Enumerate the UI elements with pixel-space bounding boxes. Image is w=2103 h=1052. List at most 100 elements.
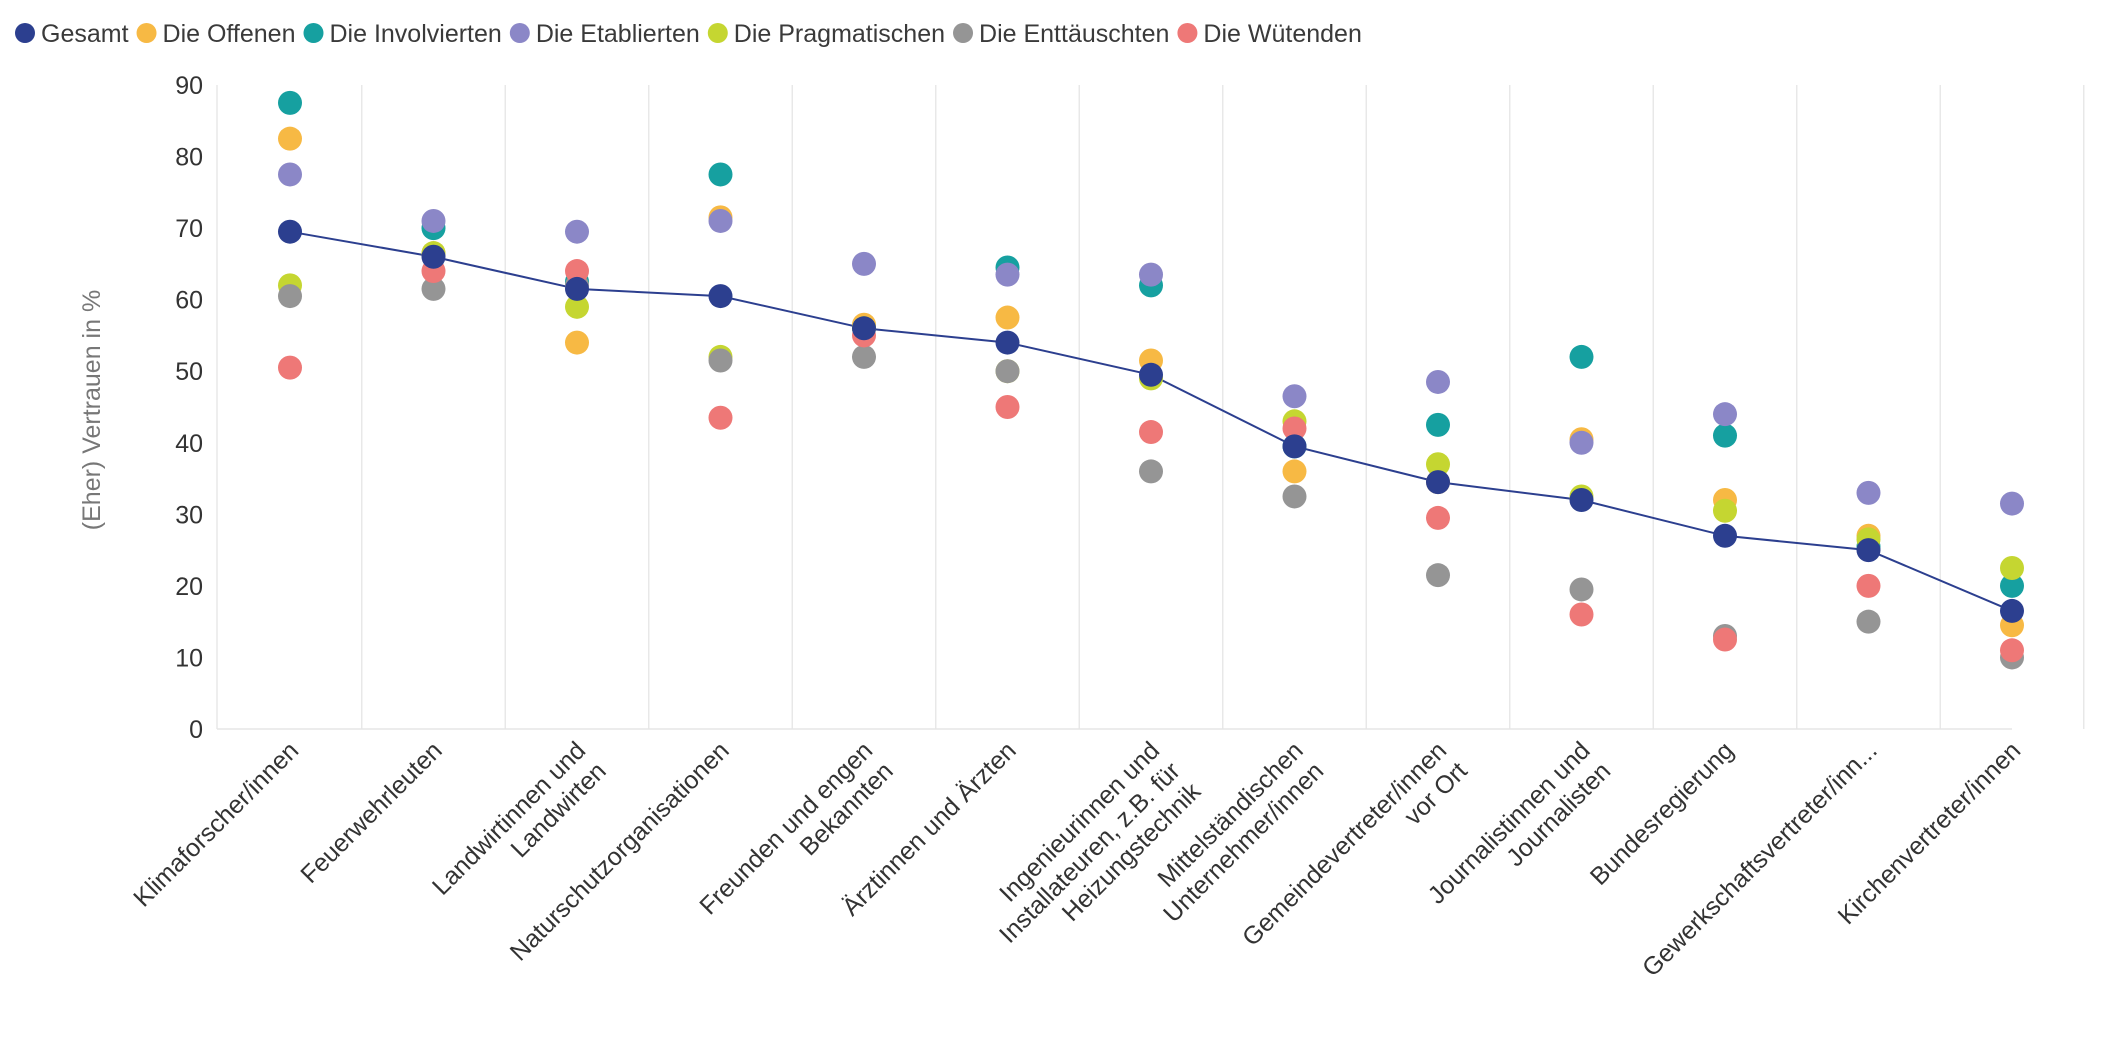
point-die-enttaeuschten	[708, 348, 733, 373]
point-die-enttaeuschten	[1856, 609, 1881, 634]
point-die-enttaeuschten	[852, 344, 876, 369]
point-die-pragmatischen	[1426, 452, 1450, 477]
point-gesamt	[565, 276, 589, 301]
series-die-wuetenden	[278, 259, 2024, 663]
x-axis-categories: Klimaforscher/innenFeuerwehrleutenLandwi…	[128, 736, 2026, 982]
legend-label: Gesamt	[41, 20, 129, 48]
point-die-etablierten	[1282, 384, 1307, 409]
x-category-label-line: Bundesregierung	[1585, 736, 1739, 890]
point-die-wuetenden	[1139, 420, 1163, 445]
point-gesamt	[708, 284, 733, 309]
point-gesamt	[2000, 598, 2024, 623]
x-category-label: Feuerwehrleuten	[295, 736, 447, 888]
legend-marker	[303, 23, 324, 43]
point-die-wuetenden	[708, 405, 733, 430]
point-die-wuetenden	[2000, 638, 2024, 663]
point-die-involvierten	[1713, 423, 1737, 448]
y-tick-label: 70	[175, 215, 203, 243]
x-category-label: Gewerkschaftsvertreter/inn...	[1637, 736, 1883, 982]
point-die-etablierten	[1426, 369, 1450, 394]
point-die-etablierten	[1569, 430, 1594, 455]
point-die-etablierten	[708, 208, 733, 233]
series-die-etablierten	[278, 162, 2024, 516]
series-die-involvierten	[278, 90, 2024, 598]
vertical-gridlines	[216, 85, 2085, 729]
point-gesamt	[1569, 488, 1594, 513]
point-die-involvierten	[1426, 412, 1450, 437]
y-axis: 0 10 20 30 40 50 60 70 80 90	[175, 72, 203, 744]
x-category-label-line: Gewerkschaftsvertreter/inn...	[1637, 736, 1883, 982]
series-gesamt	[278, 219, 2024, 623]
legend-label: Die Involvierten	[330, 20, 502, 48]
point-die-wuetenden	[1282, 416, 1307, 441]
point-die-offenen	[565, 330, 589, 355]
y-tick-label: 80	[175, 144, 203, 172]
point-die-offenen	[278, 126, 302, 151]
x-category-label-line: Installateuren, z.B. für	[994, 757, 1186, 949]
point-die-pragmatischen	[2000, 556, 2024, 580]
point-die-wuetenden	[565, 259, 589, 284]
legend-item-die-wuetenden: Die Wütenden	[1177, 20, 1362, 48]
point-die-wuetenden	[1713, 627, 1737, 652]
point-gesamt	[1139, 362, 1163, 387]
y-tick-label: 40	[175, 430, 203, 458]
legend-marker	[136, 23, 157, 43]
point-die-etablierten	[565, 219, 589, 244]
point-gesamt	[1713, 523, 1737, 548]
legend-item-die-enttaeuschten: Die Enttäuschten	[953, 20, 1169, 48]
point-die-etablierten	[2000, 491, 2024, 516]
point-gesamt	[852, 316, 876, 341]
x-category-label-line: Feuerwehrleuten	[295, 736, 447, 888]
point-die-wuetenden	[1426, 505, 1450, 530]
point-die-wuetenden	[1856, 573, 1881, 598]
y-tick-label: 90	[175, 72, 203, 100]
point-die-enttaeuschten	[995, 359, 1020, 384]
legend-label: Die Etablierten	[536, 20, 700, 48]
y-tick-label: 0	[189, 716, 203, 744]
point-die-offenen	[995, 305, 1020, 330]
point-die-enttaeuschten	[1139, 459, 1163, 484]
legend-marker	[953, 23, 974, 43]
y-tick-label: 60	[175, 287, 203, 315]
point-die-enttaeuschten	[1426, 563, 1450, 588]
point-die-wuetenden	[995, 395, 1020, 419]
legend-marker	[15, 23, 35, 43]
y-tick-label: 50	[175, 358, 203, 386]
point-die-involvierten	[2000, 573, 2024, 598]
legend-item-gesamt: Gesamt	[15, 20, 129, 48]
point-die-wuetenden	[1569, 602, 1594, 627]
legend: Gesamt Die Offenen Die Involvierten Die Eta…	[15, 20, 1362, 48]
point-die-enttaeuschten	[278, 284, 302, 309]
point-die-etablierten	[1139, 262, 1163, 287]
y-tick-label: 20	[175, 573, 203, 601]
point-die-etablierten	[852, 251, 876, 276]
point-gesamt	[421, 244, 446, 269]
legend-label: Die Offenen	[163, 20, 296, 48]
point-gesamt	[278, 219, 302, 244]
point-die-wuetenden	[278, 355, 302, 380]
legend-item-die-pragmatischen: Die Pragmatischen	[707, 20, 945, 48]
point-die-etablierten	[1856, 480, 1881, 505]
legend-marker	[707, 23, 728, 43]
y-tick-label: 10	[175, 644, 203, 672]
point-die-pragmatischen	[1713, 498, 1737, 523]
legend-marker	[509, 23, 530, 43]
y-axis-label: (Eher) Vertrauen in %	[78, 290, 106, 530]
series-die-enttaeuschten	[278, 273, 2024, 670]
x-category-label: Freunden und engenBekannten	[694, 736, 898, 940]
legend-marker	[1177, 23, 1198, 43]
point-die-offenen	[1282, 459, 1307, 484]
x-category-label: Klimaforscher/innen	[128, 736, 304, 912]
legend-label: Die Pragmatischen	[734, 20, 945, 48]
point-die-involvierten	[278, 90, 302, 115]
point-die-involvierten	[1569, 344, 1594, 369]
data-points	[278, 90, 2024, 670]
legend-item-die-offenen: Die Offenen	[136, 20, 296, 48]
point-die-involvierten	[708, 162, 733, 187]
legend-item-die-etablierten: Die Etablierten	[509, 20, 700, 48]
point-gesamt	[1856, 538, 1881, 563]
point-gesamt	[1426, 470, 1450, 495]
point-die-enttaeuschten	[421, 276, 446, 301]
y-tick-label: 30	[175, 501, 203, 529]
